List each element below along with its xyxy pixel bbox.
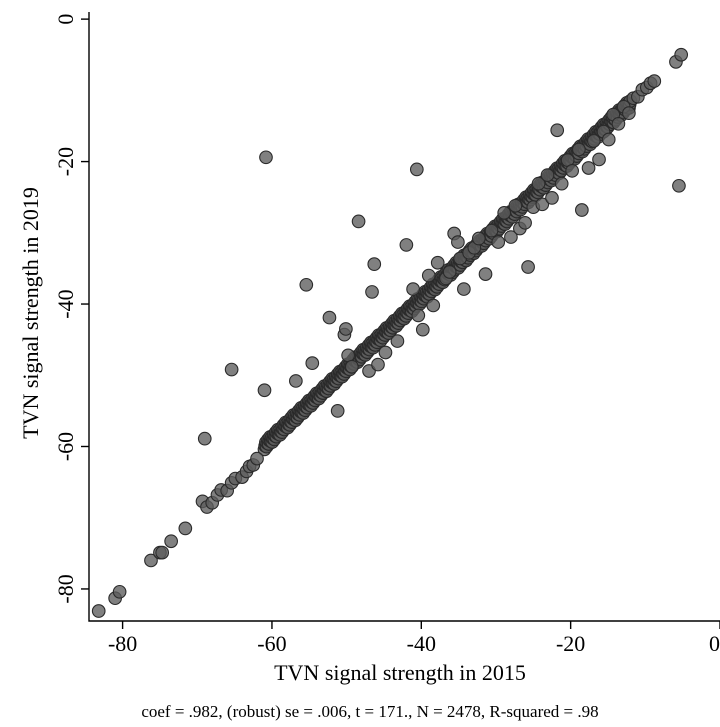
data-point <box>91 604 106 618</box>
data-point <box>305 356 320 371</box>
data-point <box>371 357 385 372</box>
x-axis-title: TVN signal strength in 2015 <box>274 660 526 685</box>
data-point <box>586 134 601 148</box>
x-tick-label: -60 <box>257 631 286 656</box>
data-point <box>259 150 273 165</box>
data-point <box>442 265 457 279</box>
data-point <box>224 362 239 377</box>
data-point <box>250 451 264 466</box>
data-point <box>451 235 465 249</box>
data-point <box>178 521 193 536</box>
data-point <box>531 176 546 191</box>
data-point <box>112 584 127 599</box>
data-point <box>545 191 559 205</box>
data-point <box>197 431 212 446</box>
data-point <box>257 383 272 398</box>
x-tick-label: -80 <box>108 631 137 656</box>
data-point <box>574 203 589 217</box>
y-axis-title: TVN signal strength in 2019 <box>18 187 43 439</box>
data-point <box>554 176 569 191</box>
data-point <box>411 308 426 323</box>
data-point <box>367 257 382 272</box>
x-tick-label: -40 <box>407 631 436 656</box>
data-point <box>471 231 486 246</box>
points-layer <box>91 47 689 618</box>
data-point <box>339 322 353 336</box>
y-tick-label: -40 <box>53 289 78 318</box>
data-point <box>164 534 178 549</box>
data-point <box>601 132 616 147</box>
data-point <box>478 267 493 281</box>
data-point <box>521 260 535 274</box>
data-point <box>457 282 471 296</box>
data-point <box>672 178 686 193</box>
data-point <box>330 404 345 418</box>
data-point <box>322 310 337 325</box>
regression-note: coef = .982, (robust) se = .006, t = 171… <box>141 702 598 721</box>
data-point <box>565 163 579 178</box>
data-point <box>484 223 499 238</box>
data-point <box>299 277 314 292</box>
data-point <box>406 282 420 296</box>
data-point <box>550 123 565 138</box>
ticks-layer: -80 -60 -40 -20 0 -80 -60 -40 -20 0 <box>53 14 720 656</box>
data-point <box>341 348 355 363</box>
data-point <box>144 553 158 568</box>
data-point <box>378 345 393 360</box>
data-point <box>622 106 636 120</box>
data-point <box>390 334 405 348</box>
data-point <box>289 374 303 388</box>
data-point <box>674 47 689 62</box>
data-point <box>399 238 414 252</box>
x-tick-label: 0 <box>709 631 720 656</box>
x-tick-label: -20 <box>556 631 585 656</box>
data-point <box>592 152 606 167</box>
data-point <box>155 545 170 560</box>
data-point <box>365 285 379 299</box>
y-tick-label: -20 <box>53 147 78 176</box>
data-point <box>491 235 506 249</box>
data-point <box>426 298 441 313</box>
data-point <box>581 161 596 175</box>
data-point <box>535 197 550 212</box>
data-point <box>497 206 512 220</box>
data-point <box>647 74 662 88</box>
data-point <box>540 168 555 182</box>
plot-frame-axes <box>88 12 720 622</box>
data-point <box>415 322 430 337</box>
y-tick-label: -80 <box>53 574 78 603</box>
y-tick-label: -60 <box>53 432 78 461</box>
y-tick-label: 0 <box>53 14 78 25</box>
data-point <box>508 198 523 213</box>
data-point <box>518 215 532 230</box>
data-point <box>504 230 518 244</box>
data-point <box>345 359 359 374</box>
data-point <box>611 116 626 131</box>
data-point <box>572 142 586 157</box>
data-point <box>409 162 424 177</box>
data-point <box>351 214 366 229</box>
data-point <box>430 255 445 270</box>
data-point <box>421 268 436 283</box>
